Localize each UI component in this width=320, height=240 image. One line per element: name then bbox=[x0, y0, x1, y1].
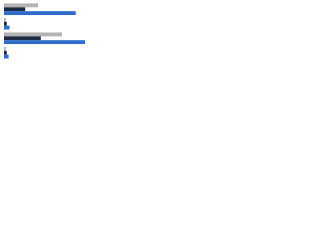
bar bbox=[4, 7, 26, 12]
bar bbox=[4, 46, 6, 51]
bar bbox=[4, 40, 85, 45]
bar bbox=[4, 3, 39, 8]
bar bbox=[4, 54, 9, 59]
bar bbox=[4, 21, 7, 26]
bar bbox=[4, 17, 6, 22]
bar bbox=[4, 36, 41, 41]
bar bbox=[4, 25, 10, 30]
bar bbox=[4, 50, 7, 55]
chart bbox=[4, 3, 85, 59]
bar bbox=[4, 11, 76, 16]
bar bbox=[4, 32, 62, 37]
